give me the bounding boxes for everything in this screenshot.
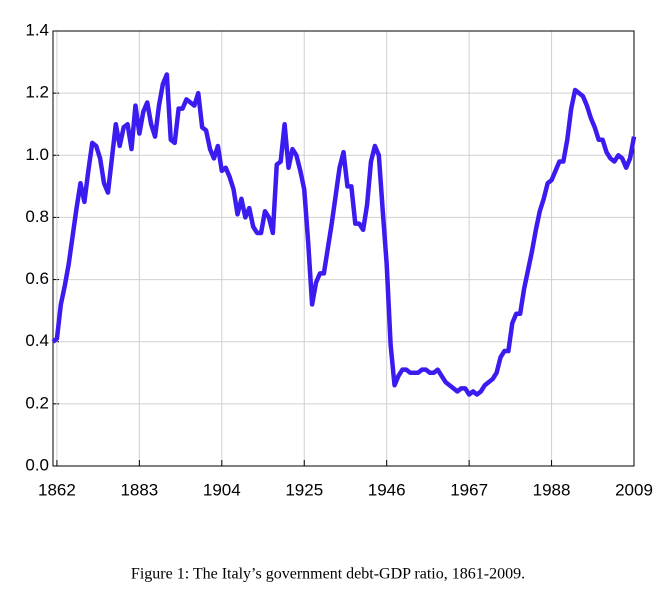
y-tick-label: 1.0 bbox=[25, 145, 49, 164]
x-tick-label: 1967 bbox=[450, 480, 488, 499]
x-tick-label: 1988 bbox=[533, 480, 571, 499]
x-tick-label: 1946 bbox=[368, 480, 406, 499]
y-tick-label: 0.0 bbox=[25, 455, 49, 474]
x-tick-label: 2009 bbox=[615, 480, 653, 499]
y-tick-label: 1.4 bbox=[25, 20, 49, 39]
x-tick-label: 1862 bbox=[38, 480, 76, 499]
plot-frame bbox=[52, 30, 635, 467]
y-tick-label: 0.6 bbox=[25, 269, 49, 288]
y-tick-label: 0.2 bbox=[25, 393, 49, 412]
x-tick-label: 1883 bbox=[120, 480, 158, 499]
debt-line bbox=[51, 72, 637, 397]
x-tick-label: 1925 bbox=[285, 480, 323, 499]
x-tick-label: 1904 bbox=[203, 480, 241, 499]
y-tick-label: 0.8 bbox=[25, 207, 49, 226]
y-tick-label: 0.4 bbox=[25, 331, 49, 350]
y-tick-label: 1.2 bbox=[25, 83, 49, 102]
caption: Figure 1: The Italy’s government debt-GD… bbox=[131, 566, 525, 583]
